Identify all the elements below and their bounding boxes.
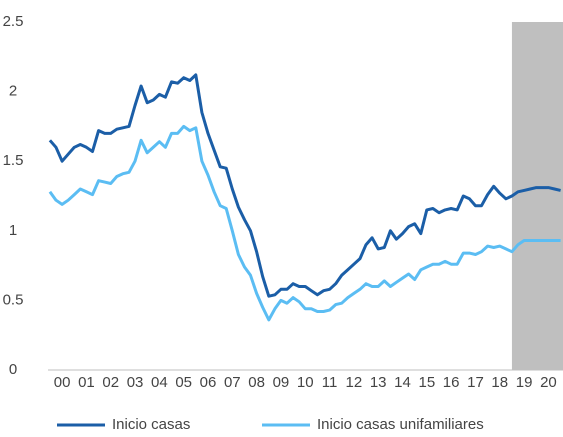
x-tick-label: 18 xyxy=(491,374,508,391)
x-tick-label: 16 xyxy=(443,374,460,391)
y-tick-label: 2.5 xyxy=(3,13,24,30)
x-tick-label: 15 xyxy=(418,374,435,391)
x-tick-label: 10 xyxy=(297,374,314,391)
x-tick-label: 04 xyxy=(151,374,168,391)
x-tick-label: 06 xyxy=(200,374,217,391)
y-tick-label: 1.5 xyxy=(3,152,24,169)
y-tick-label: 2 xyxy=(9,83,17,100)
x-tick-label: 20 xyxy=(540,374,557,391)
x-tick-label: 08 xyxy=(248,374,265,391)
series-line xyxy=(48,73,561,298)
x-tick-label: 03 xyxy=(127,374,144,391)
x-tick-label: 19 xyxy=(516,374,533,391)
x-tick-label: 01 xyxy=(78,374,95,391)
x-tick-label: 14 xyxy=(394,374,411,391)
x-tick-label: 07 xyxy=(224,374,241,391)
x-tick-label: 17 xyxy=(467,374,484,391)
x-tick-label: 09 xyxy=(273,374,290,391)
y-tick-label: 0 xyxy=(9,361,17,378)
forecast-shade xyxy=(511,22,563,370)
legend-label: Inicio casas xyxy=(112,416,190,433)
y-tick-label: 0.5 xyxy=(3,291,24,308)
x-tick-label: 13 xyxy=(370,374,387,391)
x-tick-label: 12 xyxy=(346,374,363,391)
x-tick-label: 00 xyxy=(54,374,71,391)
x-tick-label: 11 xyxy=(322,374,338,391)
y-tick-label: 1 xyxy=(9,222,17,239)
x-tick-label: 02 xyxy=(102,374,119,391)
series-line xyxy=(48,124,561,322)
x-tick-label: 05 xyxy=(175,374,192,391)
legend-label: Inicio casas unifamiliares xyxy=(317,416,484,433)
